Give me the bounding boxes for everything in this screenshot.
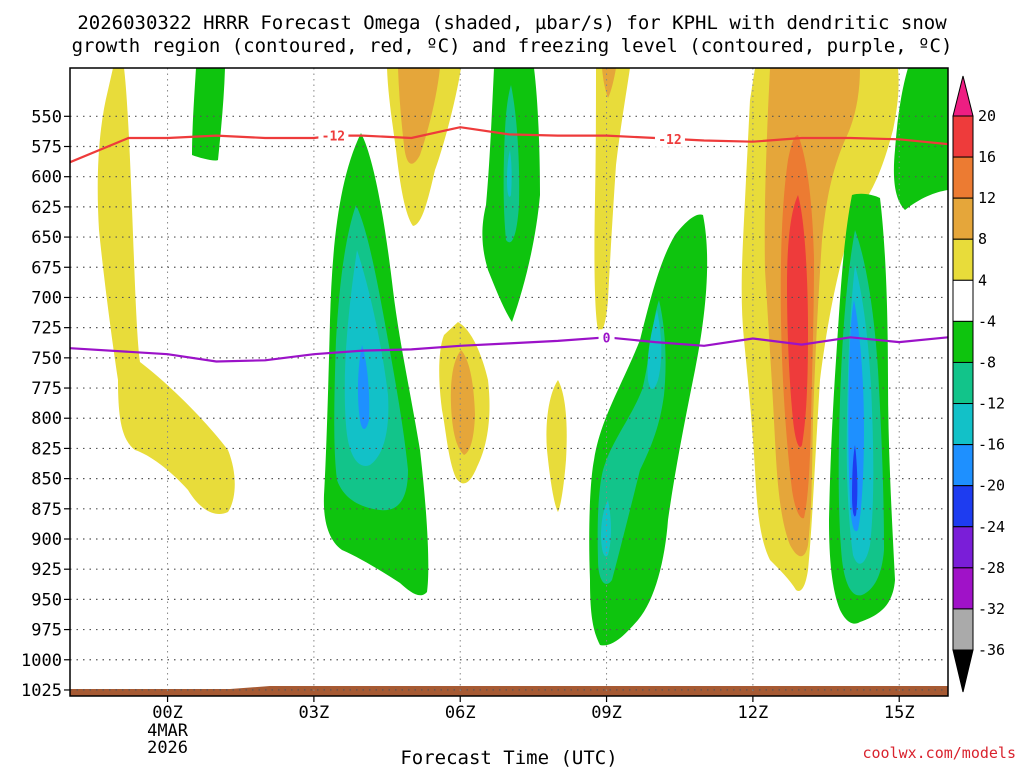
contour-label-freezing: 0 [603,331,611,346]
y-tick-label-775: 775 [31,379,62,399]
y-tick-label-900: 900 [31,530,62,550]
contour-label-dgz: -12 [658,133,681,148]
omega-sink-east-dark-blue [852,445,858,517]
x-axis-title: Forecast Time (UTC) [400,747,617,768]
colorbar-swatch [952,197,974,240]
colorbar-swatch [952,279,974,322]
x-tick-label-15Z: 15Z [884,703,915,723]
omega-yellow-upper-center [594,68,630,332]
chart-title-line-1: 2026030322 HRRR Forecast Omega (shaded, … [77,12,947,34]
y-tick-label-675: 675 [31,258,62,278]
x-tick-label-12Z: 12Z [738,703,769,723]
colorbar-swatch [952,156,974,199]
omega-orange-upper-south [398,68,440,164]
colorbar-swatch [952,320,974,363]
x-tick-label-03Z: 03Z [299,703,330,723]
y-tick-label-925: 925 [31,560,62,580]
y-tick-label-875: 875 [31,500,62,520]
colorbar-swatch [952,115,974,158]
omega-sink-upper-east-cyan [507,150,512,197]
y-tick-label-650: 650 [31,228,62,248]
y-tick-label-800: 800 [31,409,62,429]
x-tick-sublabel-4MAR: 4MAR [147,721,189,741]
contour-label-bg [318,127,349,144]
colorbar-label: -20 [978,477,1005,495]
colorbar-label: 4 [978,271,987,289]
omega-shading [70,68,948,696]
colorbar-bottom-arrow [952,649,974,693]
omega-orange-center-left [450,350,475,455]
omega-sink-east-blue [848,300,864,532]
omega-sink-upper-northeast [893,68,948,210]
colorbar-swatch [952,444,974,487]
omega-sink-west-blue [357,345,370,429]
y-tick-label-625: 625 [31,198,62,218]
chart-title-line-2: growth region (contoured, red, ºC) and f… [72,35,953,57]
colorbar-swatch [952,567,974,610]
colorbar: 20 16 12 8 4 -4 -8 -12 -16 -20 -24 -28 -32 -36 [952,75,1005,693]
colorbar-label: -8 [978,353,996,371]
contour-label-bg [654,130,685,147]
colorbar-swatch [952,526,974,569]
plot-frame [69,67,949,697]
colorbar-label: 20 [978,107,996,125]
omega-orange-upper-center [602,68,616,98]
y-tick-label-1000: 1000 [21,651,62,671]
omega-sink-central-cyan [647,310,662,389]
credit-link[interactable]: coolwx.com/models [862,744,1016,762]
omega-plume-west [97,68,235,514]
terrain-strip [70,686,948,696]
colorbar-label: -16 [978,436,1005,454]
x-tick-label-06Z: 06Z [445,703,476,723]
colorbar-swatch [952,403,974,446]
colorbar-swatch [952,485,974,528]
y-axis: 550 575 600 625 650 675 700 725 750 775 800 825 850 8… [21,107,70,701]
omega-sink-west-cyan [344,250,389,466]
colorbar-top-arrow [952,75,974,117]
y-tick-label-750: 750 [31,349,62,369]
y-tick-label-575: 575 [31,138,62,158]
y-tick-label-600: 600 [31,168,62,188]
colorbar-label: -24 [978,518,1005,536]
contour-line-freezing [70,336,948,363]
y-tick-label-950: 950 [31,590,62,610]
colorbar-label: -12 [978,395,1005,413]
colorbar-swatch [952,238,974,281]
colorbar-swatch [952,608,974,651]
x-tick-label-09Z: 09Z [591,703,622,723]
colorbar-label: -4 [978,312,996,330]
contour-labels: -12 -12 0 [318,127,685,346]
y-tick-label-1025: 1025 [21,681,62,701]
y-tick-label-550: 550 [31,107,62,127]
colorbar-label: 16 [978,148,996,166]
y-tick-label-975: 975 [31,621,62,641]
omega-sink-upper-east-teal [503,85,520,243]
colorbar-label: -28 [978,559,1005,577]
gridlines [70,68,948,696]
colorbar-swatch [952,361,974,405]
y-tick-label-825: 825 [31,439,62,459]
omega-sink-central-cyan-low [601,500,611,557]
contour-label-bg [598,329,615,346]
colorbar-label: 12 [978,189,996,207]
contour-label-dgz: -12 [322,130,345,145]
colorbar-label: -36 [978,641,1005,659]
x-tick-label-00Z: 00Z [152,703,183,723]
contour-line-dgz [70,126,948,164]
colorbar-label: -32 [978,600,1005,618]
contour-lines [70,126,948,363]
colorbar-label: 8 [978,230,987,248]
y-tick-label-725: 725 [31,319,62,339]
y-tick-label-850: 850 [31,470,62,490]
x-tick-sublabel-2026: 2026 [147,738,188,758]
omega-lift-east-red [787,195,808,448]
y-tick-label-700: 700 [31,288,62,308]
